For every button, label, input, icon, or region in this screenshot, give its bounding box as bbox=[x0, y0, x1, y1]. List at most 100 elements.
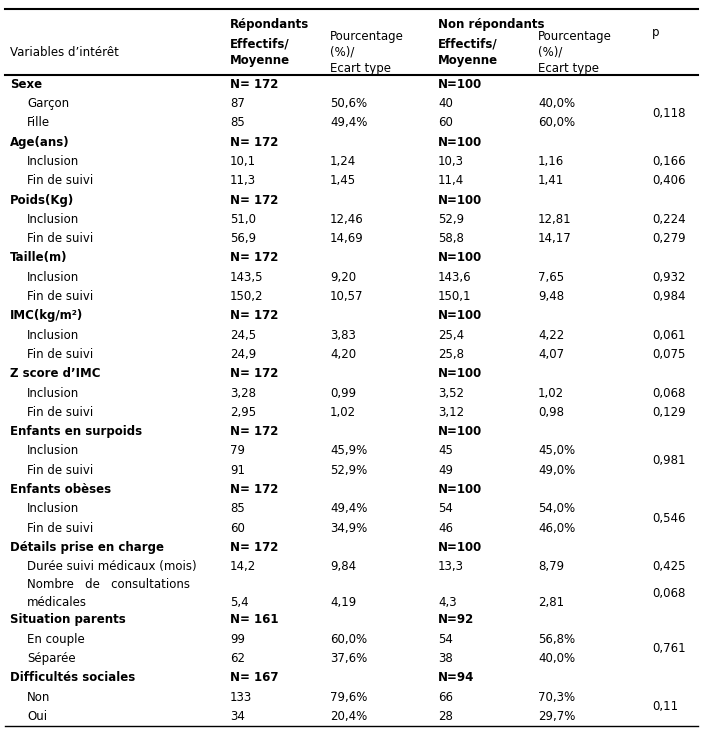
Text: 10,57: 10,57 bbox=[330, 290, 363, 303]
Text: 0,166: 0,166 bbox=[652, 155, 686, 168]
Text: 1,45: 1,45 bbox=[330, 174, 356, 187]
Text: 5,4: 5,4 bbox=[230, 596, 249, 609]
Text: 1,41: 1,41 bbox=[538, 174, 564, 187]
Text: 28: 28 bbox=[438, 710, 453, 723]
Text: 11,3: 11,3 bbox=[230, 174, 256, 187]
Text: 38: 38 bbox=[438, 652, 453, 665]
Text: Taille(m): Taille(m) bbox=[10, 251, 68, 265]
Text: 1,02: 1,02 bbox=[330, 406, 356, 419]
Text: Inclusion: Inclusion bbox=[27, 387, 80, 399]
Text: Situation parents: Situation parents bbox=[10, 613, 126, 626]
Text: N= 172: N= 172 bbox=[230, 136, 278, 149]
Text: Variables d’intérêt: Variables d’intérêt bbox=[10, 46, 119, 59]
Text: N=94: N=94 bbox=[438, 671, 474, 684]
Text: 56,9: 56,9 bbox=[230, 232, 256, 245]
Text: 24,9: 24,9 bbox=[230, 348, 256, 361]
Text: 58,8: 58,8 bbox=[438, 232, 464, 245]
Text: Pourcentage
(%)/
Ecart type: Pourcentage (%)/ Ecart type bbox=[538, 30, 612, 75]
Text: 85: 85 bbox=[230, 116, 245, 130]
Text: 4,07: 4,07 bbox=[538, 348, 564, 361]
Text: 60,0%: 60,0% bbox=[538, 116, 575, 130]
Text: N= 172: N= 172 bbox=[230, 541, 278, 554]
Text: Enfants obèses: Enfants obèses bbox=[10, 483, 111, 496]
Text: 0,11: 0,11 bbox=[652, 700, 678, 713]
Text: 79,6%: 79,6% bbox=[330, 691, 367, 704]
Text: 49,4%: 49,4% bbox=[330, 503, 367, 515]
Text: 46: 46 bbox=[438, 522, 453, 534]
Text: 1,16: 1,16 bbox=[538, 155, 564, 168]
Text: 14,17: 14,17 bbox=[538, 232, 572, 245]
Text: Z score d’IMC: Z score d’IMC bbox=[10, 367, 101, 380]
Text: 34,9%: 34,9% bbox=[330, 522, 367, 534]
Text: 87: 87 bbox=[230, 97, 245, 110]
Text: 0,279: 0,279 bbox=[652, 232, 686, 245]
Text: 143,5: 143,5 bbox=[230, 270, 263, 284]
Text: 40,0%: 40,0% bbox=[538, 652, 575, 665]
Text: 70,3%: 70,3% bbox=[538, 691, 575, 704]
Text: Séparée: Séparée bbox=[27, 652, 75, 665]
Text: 49,0%: 49,0% bbox=[538, 464, 575, 477]
Text: N= 172: N= 172 bbox=[230, 78, 278, 91]
Text: 9,20: 9,20 bbox=[330, 270, 356, 284]
Text: 0,981: 0,981 bbox=[652, 454, 686, 467]
Text: Inclusion: Inclusion bbox=[27, 213, 80, 226]
Text: 0,068: 0,068 bbox=[652, 387, 686, 399]
Text: 3,83: 3,83 bbox=[330, 329, 356, 342]
Text: 8,79: 8,79 bbox=[538, 560, 564, 573]
Text: 2,95: 2,95 bbox=[230, 406, 256, 419]
Text: 52,9%: 52,9% bbox=[330, 464, 367, 477]
Text: N=100: N=100 bbox=[438, 136, 482, 149]
Text: 99: 99 bbox=[230, 632, 245, 646]
Text: 0,068: 0,068 bbox=[652, 587, 686, 600]
Text: Pourcentage
(%)/
Ecart type: Pourcentage (%)/ Ecart type bbox=[330, 30, 404, 75]
Text: N= 172: N= 172 bbox=[230, 483, 278, 496]
Text: 0,075: 0,075 bbox=[652, 348, 686, 361]
Text: 0,061: 0,061 bbox=[652, 329, 686, 342]
Text: 85: 85 bbox=[230, 503, 245, 515]
Text: 0,98: 0,98 bbox=[538, 406, 564, 419]
Text: 0,932: 0,932 bbox=[652, 270, 686, 284]
Text: Effectifs/
Moyenne: Effectifs/ Moyenne bbox=[438, 38, 498, 67]
Text: 40: 40 bbox=[438, 97, 453, 110]
Text: Difficultés sociales: Difficultés sociales bbox=[10, 671, 135, 684]
Text: N=100: N=100 bbox=[438, 310, 482, 322]
Text: N= 172: N= 172 bbox=[230, 425, 278, 439]
Text: 10,1: 10,1 bbox=[230, 155, 256, 168]
Text: 1,02: 1,02 bbox=[538, 387, 564, 399]
Text: Fille: Fille bbox=[27, 116, 50, 130]
Text: 54: 54 bbox=[438, 503, 453, 515]
Text: 143,6: 143,6 bbox=[438, 270, 472, 284]
Text: 20,4%: 20,4% bbox=[330, 710, 367, 723]
Text: 4,22: 4,22 bbox=[538, 329, 564, 342]
Text: 49: 49 bbox=[438, 464, 453, 477]
Text: Fin de suivi: Fin de suivi bbox=[27, 348, 93, 361]
Text: 45,9%: 45,9% bbox=[330, 444, 367, 458]
Text: 3,52: 3,52 bbox=[438, 387, 464, 399]
Text: 52,9: 52,9 bbox=[438, 213, 464, 226]
Text: Inclusion: Inclusion bbox=[27, 503, 80, 515]
Text: N=100: N=100 bbox=[438, 425, 482, 439]
Text: 1,24: 1,24 bbox=[330, 155, 356, 168]
Text: Fin de suivi: Fin de suivi bbox=[27, 290, 93, 303]
Text: 0,425: 0,425 bbox=[652, 560, 686, 573]
Text: 54: 54 bbox=[438, 632, 453, 646]
Text: 150,1: 150,1 bbox=[438, 290, 472, 303]
Text: 45: 45 bbox=[438, 444, 453, 458]
Text: 60: 60 bbox=[438, 116, 453, 130]
Text: N=100: N=100 bbox=[438, 78, 482, 91]
Text: 46,0%: 46,0% bbox=[538, 522, 575, 534]
Text: 79: 79 bbox=[230, 444, 245, 458]
Text: 14,2: 14,2 bbox=[230, 560, 256, 573]
Text: 60,0%: 60,0% bbox=[330, 632, 367, 646]
Text: 7,65: 7,65 bbox=[538, 270, 564, 284]
Text: 13,3: 13,3 bbox=[438, 560, 464, 573]
Text: 9,48: 9,48 bbox=[538, 290, 564, 303]
Text: 3,28: 3,28 bbox=[230, 387, 256, 399]
Text: 25,8: 25,8 bbox=[438, 348, 464, 361]
Text: 34: 34 bbox=[230, 710, 245, 723]
Text: 0,224: 0,224 bbox=[652, 213, 686, 226]
Text: 4,19: 4,19 bbox=[330, 596, 356, 609]
Text: 4,3: 4,3 bbox=[438, 596, 457, 609]
Text: 29,7%: 29,7% bbox=[538, 710, 575, 723]
Text: N=100: N=100 bbox=[438, 194, 482, 206]
